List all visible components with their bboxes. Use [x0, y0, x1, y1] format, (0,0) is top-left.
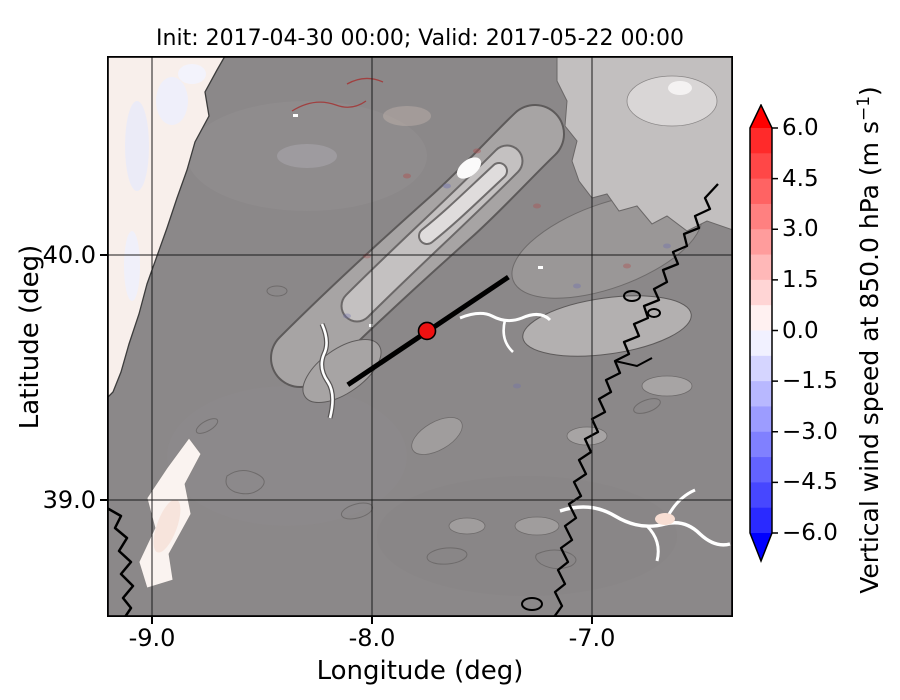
cross-section-marker: [417, 321, 437, 341]
colorbar-segment: [750, 431, 772, 458]
colorbar-segment: [750, 128, 772, 154]
colorbar-segment: [750, 507, 772, 534]
colorbar-segment: [750, 305, 772, 331]
coastline: [107, 56, 226, 399]
coastline-south: [107, 506, 135, 617]
plot-title: Init: 2017-04-30 00:00; Valid: 2017-05-2…: [156, 26, 684, 51]
colorbar-label-exponent: −1: [853, 95, 874, 122]
colorbar-tick-label: 3.0: [782, 216, 819, 243]
x-tick-mark: [371, 617, 373, 624]
colorbar-segment: [750, 482, 772, 509]
colorbar-segment: [750, 406, 772, 433]
x-axis-label: Longitude (deg): [316, 656, 524, 686]
colorbar-tick-label: −6.0: [782, 520, 838, 546]
colorbar-tick-label: 4.5: [782, 165, 819, 192]
colorbar-segment: [750, 229, 772, 256]
y-tick-mark: [100, 499, 107, 501]
colorbar-tick-label: 0.0: [782, 317, 819, 344]
colorbar: [748, 103, 782, 570]
x-tick-mark: [151, 617, 153, 624]
colorbar-segment: [750, 330, 772, 357]
colorbar-segment: [750, 381, 772, 407]
colorbar-segment: [750, 178, 772, 205]
colorbar-segment: [750, 457, 772, 483]
colorbar-tick-label: 6.0: [782, 115, 819, 141]
border-contour: [553, 183, 719, 617]
peak-spot: [456, 157, 482, 179]
colorbar-over-arrow: [750, 105, 772, 128]
colorbar-segment: [750, 254, 772, 281]
map-svg: [107, 56, 733, 617]
colorbar-under-arrow: [750, 533, 772, 561]
colorbar-axis-label: Vertical wind speed at 850.0 hPa (m s−1): [854, 86, 884, 594]
colorbar-tick-label: −4.5: [782, 469, 838, 496]
y-tick-mark: [100, 254, 107, 256]
y-tick-label: 39.0: [42, 486, 96, 514]
colorbar-segment: [750, 203, 772, 230]
map-plot-area: [107, 56, 733, 617]
x-tick-label: -9.0: [128, 624, 176, 652]
colorbar-segment: [750, 279, 772, 306]
y-tick-label: 40.0: [42, 241, 96, 269]
x-tick-label: -8.0: [348, 624, 396, 652]
graticule: [107, 56, 733, 617]
colorbar-label-main: Vertical wind speed at 850.0 hPa (m s: [855, 121, 885, 594]
x-tick-mark: [591, 617, 593, 624]
colorbar-tick-label: −1.5: [782, 368, 838, 395]
x-tick-label: -7.0: [568, 624, 616, 652]
plot-frame: [107, 56, 733, 617]
colorbar-tick-label: −3.0: [782, 418, 838, 445]
y-axis-label: Latitude (deg): [15, 244, 45, 430]
colorbar-segment: [750, 355, 772, 382]
colorbar-segment: [750, 153, 772, 180]
colorbar-label-close: ): [855, 86, 885, 96]
colorbar-tick-label: 1.5: [782, 266, 819, 293]
colorbar-svg: [749, 103, 778, 564]
